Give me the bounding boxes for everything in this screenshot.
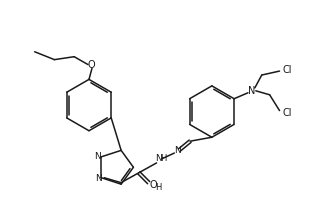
Text: N: N bbox=[248, 86, 255, 96]
Text: Cl: Cl bbox=[283, 65, 292, 75]
Text: O: O bbox=[87, 60, 95, 70]
Text: N: N bbox=[155, 154, 162, 164]
Text: N: N bbox=[174, 146, 181, 154]
Text: N: N bbox=[95, 174, 102, 183]
Text: N: N bbox=[94, 152, 101, 161]
Text: H: H bbox=[160, 154, 166, 164]
Text: O: O bbox=[150, 180, 158, 190]
Text: H: H bbox=[156, 183, 162, 192]
Text: Cl: Cl bbox=[283, 108, 292, 118]
